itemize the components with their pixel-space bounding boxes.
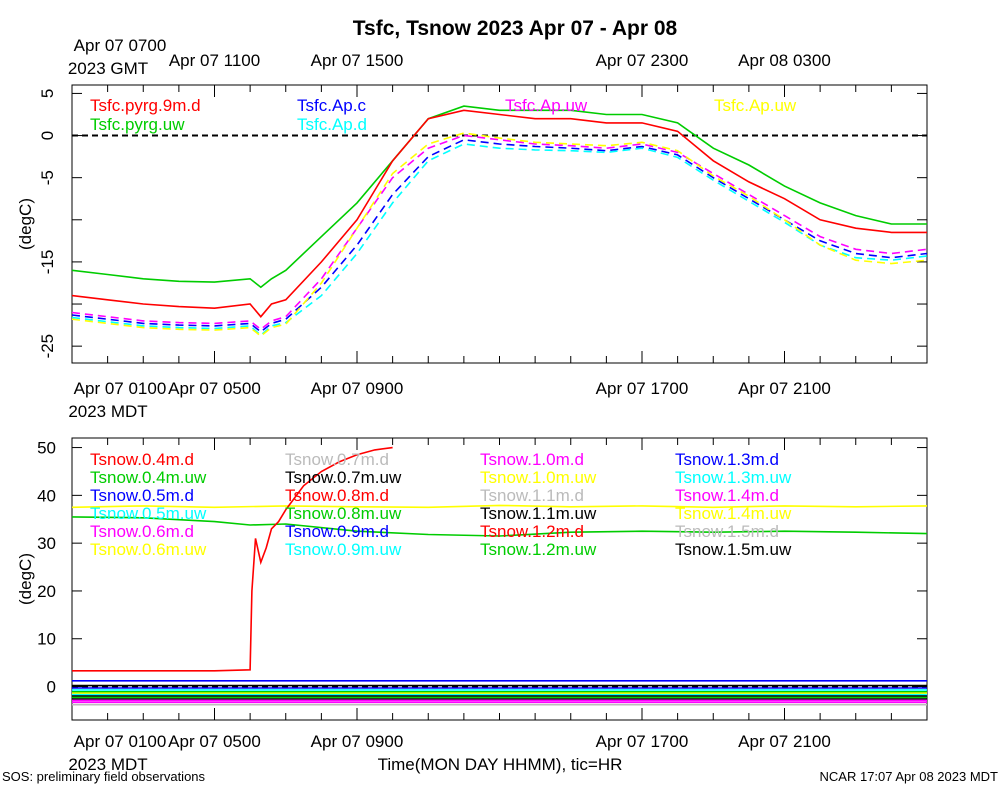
legend-entry: Tsfc.Ap.uw <box>505 96 588 115</box>
gmt-axis-first-label-line2: 2023 GMT <box>68 59 148 78</box>
legend-entry: Tsnow.1.1m.uw <box>480 504 597 523</box>
legend-entry: Tsnow.0.8m.uw <box>285 504 402 523</box>
gmt-axis-first-label-line1: Apr 07 0700 <box>74 36 167 55</box>
series-group <box>72 446 927 706</box>
y-tick-label: 10 <box>37 630 56 649</box>
legend-entry: Tsnow.1.3m.uw <box>675 468 792 487</box>
legend-entry: Tsfc.pyrg.9m.d <box>90 96 201 115</box>
legend-entry: Tsnow.0.7m.d <box>285 450 389 469</box>
footer-right: NCAR 17:07 Apr 08 2023 MDT <box>820 769 999 784</box>
legend-entry: Tsnow.0.4m.d <box>90 450 194 469</box>
legend-entry: Tsnow.0.4m.uw <box>90 468 207 487</box>
series-line-tsfc-ap-d <box>72 143 927 337</box>
chart-title: Tsfc, Tsnow 2023 Apr 07 - Apr 08 <box>353 17 678 40</box>
mdt-tick-label: Apr 07 0900 <box>311 732 404 751</box>
y-tick-label: 0 <box>47 678 56 697</box>
y-tick-label: -5 <box>38 170 57 185</box>
legend: Tsnow.0.4m.d Tsnow.0.7m.d Tsnow.1.0m.d Tsno… <box>90 450 792 559</box>
legend-entry: Tsnow.0.5m.uw <box>90 504 207 523</box>
y-tick-label: -15 <box>38 250 57 275</box>
series-line-tsfc-ap-c <box>72 138 927 333</box>
y-tick-label: 20 <box>37 582 56 601</box>
mdt-tick-label: Apr 07 1700 <box>596 379 689 398</box>
legend-entry: Tsnow.0.9m.uw <box>285 540 402 559</box>
y-tick-label: 5 <box>38 89 57 98</box>
legend-entry: Tsfc.Ap.d <box>297 115 367 134</box>
footer-left: SOS: preliminary field observations <box>2 769 206 784</box>
legend-entry: Tsnow.0.6m.uw <box>90 540 207 559</box>
legend-entry: Tsnow.1.5m.uw <box>675 540 792 559</box>
mdt-tick-label: Apr 07 2100 <box>738 379 831 398</box>
series-line-tsnow-1-4m-uw <box>72 504 927 509</box>
legend-entry: Tsnow.1.5m.d <box>675 522 779 541</box>
legend-entry: Tsnow.0.9m.d <box>285 522 389 541</box>
legend-entry: Tsnow.0.6m.d <box>90 522 194 541</box>
legend-entry: Tsfc.Ap.c <box>297 96 366 115</box>
y-tick-label: 30 <box>37 534 56 553</box>
legend-entry: Tsnow.1.2m.d <box>480 522 584 541</box>
series-line-tsfc-pyrg-9m-d <box>72 109 927 318</box>
legend-entry: Tsnow.0.7m.uw <box>285 468 402 487</box>
legend-entry: Tsnow.1.4m.d <box>675 486 779 505</box>
series-line-tsnow-0-4m-d <box>72 446 393 672</box>
legend-entry: Tsnow.1.2m.uw <box>480 540 597 559</box>
x-axis-title: Time(MON DAY HHMM), tic=HR <box>378 755 623 774</box>
legend-entry: Tsnow.0.5m.d <box>90 486 194 505</box>
gmt-tick-label: Apr 07 1500 <box>311 51 404 70</box>
series-line-tsfc-ap-uw <box>72 134 927 331</box>
mdt-axis-top-first-label-line1: Apr 07 0100 <box>74 379 167 398</box>
mdt-axis-bottom-first-label-line1: Apr 07 0100 <box>74 732 167 751</box>
legend-entry: Tsnow.1.0m.uw <box>480 468 597 487</box>
y-tick-label: 50 <box>37 439 56 458</box>
series-line-tsnow-0-4m-uw <box>72 516 927 537</box>
mdt-tick-label: Apr 07 0500 <box>168 732 261 751</box>
mdt-tick-label: Apr 07 2100 <box>738 732 831 751</box>
mdt-tick-label: Apr 07 0500 <box>168 379 261 398</box>
y-tick-label: -25 <box>38 334 57 359</box>
chart-panels: 50-5-15-25(degC)Tsfc.pyrg.9m.d Tsfc.Ap.c T… <box>16 51 928 751</box>
gmt-tick-label: Apr 07 1100 <box>169 51 260 70</box>
y-tick-label: 40 <box>37 486 56 505</box>
legend-entry: Tsnow.1.4m.uw <box>675 504 792 523</box>
legend-entry: Tsfc.Ap.uw <box>714 96 797 115</box>
legend-entry: Tsnow.1.0m.d <box>480 450 584 469</box>
mdt-axis-bottom-first-label-line2: 2023 MDT <box>68 755 147 774</box>
panel-tsnow: 50 40 30 20 10 0 (degC) Tsnow.0.4m.d Tsnow.0.7m.… <box>16 437 928 751</box>
mdt-axis-top-first-label-line2: 2023 MDT <box>68 402 147 421</box>
series-line-tsfc-ap-uw <box>72 132 927 338</box>
legend-entry: Tsnow.0.8m.d <box>285 486 389 505</box>
y-axis-label: (degC) <box>16 198 35 250</box>
legend-entry: Tsfc.pyrg.uw <box>90 115 185 134</box>
panel-tsfc: 50-5-15-25(degC)Tsfc.pyrg.9m.d Tsfc.Ap.c T… <box>16 51 928 398</box>
legend-entry: Tsnow.1.3m.d <box>675 450 779 469</box>
series-line-tsfc-pyrg-uw <box>72 105 927 289</box>
mdt-tick-label: Apr 07 1700 <box>596 732 689 751</box>
gmt-tick-label: Apr 08 0300 <box>738 51 831 70</box>
mdt-tick-label: Apr 07 0900 <box>311 379 404 398</box>
series-group <box>72 105 927 338</box>
legend-entry: Tsnow.1.1m.d <box>480 486 584 505</box>
gmt-tick-label: Apr 07 2300 <box>596 51 689 70</box>
legend: Tsfc.pyrg.9m.d Tsfc.Ap.c Tsfc.Ap.uw Tsfc.Ap… <box>90 96 797 134</box>
y-tick-label: 0 <box>38 131 57 140</box>
y-axis-label: (degC) <box>16 553 35 605</box>
